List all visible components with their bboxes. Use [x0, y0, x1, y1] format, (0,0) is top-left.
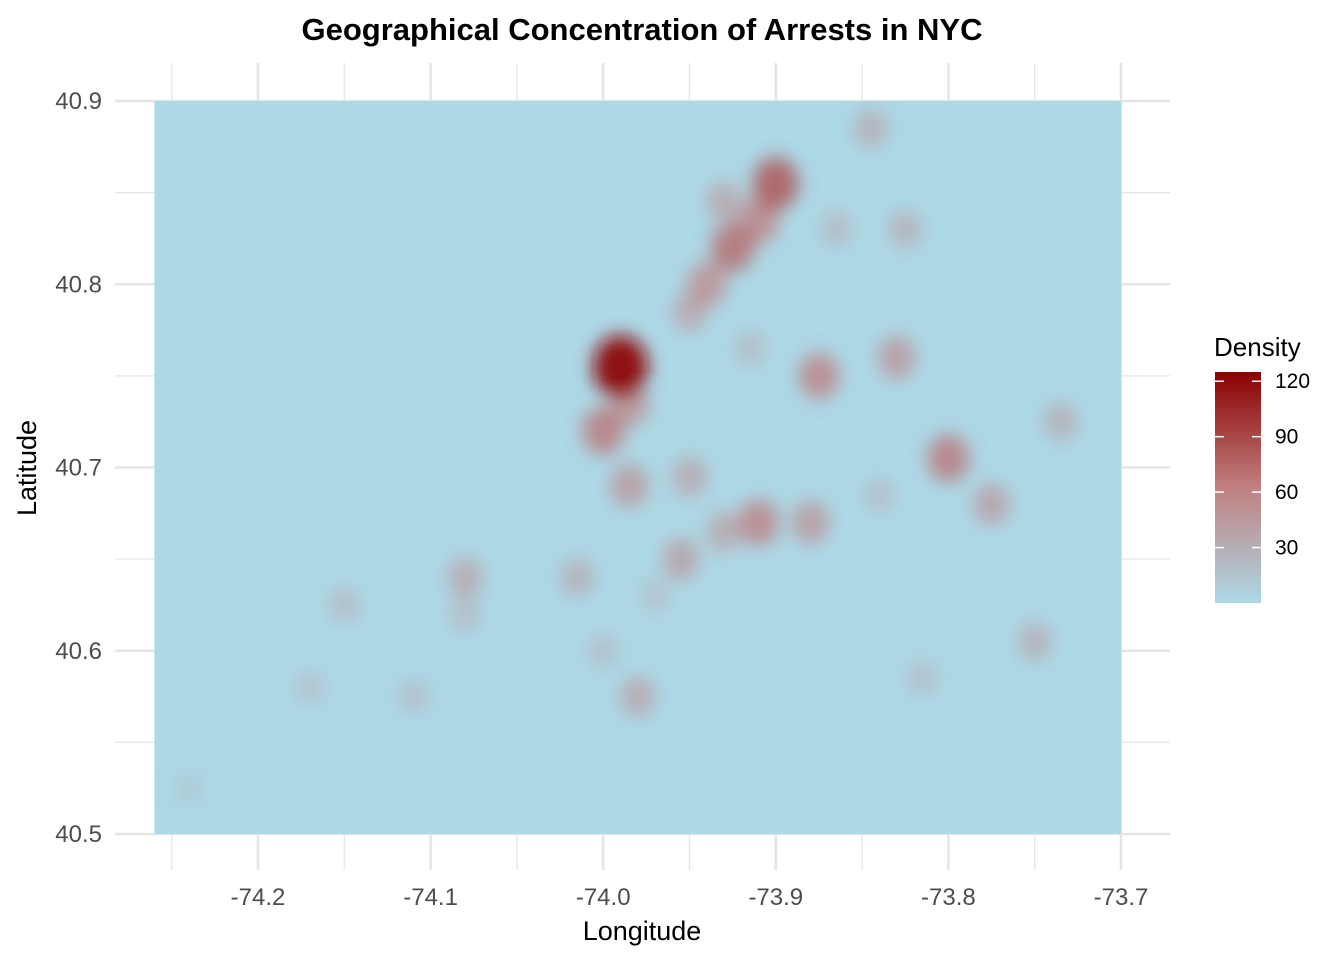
- y-tick-label: 40.5: [55, 821, 102, 848]
- density-hotspot: [1017, 621, 1052, 662]
- density-hotspot: [706, 181, 742, 223]
- legend: Density 30 60 90 120: [1214, 332, 1310, 603]
- density-hotspot: [294, 669, 325, 705]
- x-tick-label: -74.1: [403, 884, 458, 911]
- density-hotspot: [582, 406, 625, 455]
- density-hotspot: [738, 499, 779, 546]
- chart-title: Geographical Concentration of Arrests in…: [302, 12, 983, 47]
- legend-ticks: 30 60 90 120: [1215, 370, 1310, 560]
- density-hotspot: [711, 222, 755, 273]
- density-hotspot: [687, 261, 727, 307]
- density-hotspot: [593, 335, 648, 399]
- x-axis-title: Longitude: [583, 916, 702, 946]
- y-tick-label: 40.8: [55, 271, 102, 298]
- density-hotspot: [671, 456, 708, 498]
- y-tick-label: 40.9: [55, 88, 102, 115]
- density-hotspot: [927, 434, 970, 483]
- density-hotspot: [863, 477, 895, 513]
- density-hotspot: [706, 511, 742, 553]
- legend-colorbar: [1215, 372, 1261, 603]
- density-hotspot: [888, 209, 923, 249]
- density-layer: [154, 101, 1121, 834]
- x-tick-label: -74.2: [231, 884, 286, 911]
- x-tick-label: -73.8: [921, 884, 976, 911]
- density-hotspot: [877, 335, 916, 380]
- density-hotspot: [639, 578, 671, 614]
- density-hotspot: [610, 463, 649, 508]
- density-hotspot: [662, 537, 700, 581]
- x-tick-label: -73.7: [1094, 884, 1149, 911]
- x-tick-label: -74.0: [576, 884, 631, 911]
- legend-tick-label: 60: [1275, 481, 1298, 504]
- legend-tick-label: 90: [1275, 426, 1298, 449]
- density-hotspot: [447, 557, 483, 598]
- density-hotspot: [397, 678, 429, 715]
- density-hotspot: [798, 352, 840, 400]
- y-tick-label: 40.6: [55, 638, 102, 665]
- density-hotspot: [973, 482, 1010, 526]
- density-hotspot: [560, 557, 595, 598]
- legend-tick-label: 120: [1275, 370, 1310, 393]
- y-axis-title: Latitude: [12, 420, 42, 516]
- density-hotspot: [587, 632, 619, 669]
- axes: -74.2 -74.1 -74.0 -73.9 -73.8 -73.7 40.5 40.6 40…: [55, 88, 1148, 911]
- density-hotspot: [1043, 401, 1078, 442]
- x-tick-label: -73.9: [748, 884, 803, 911]
- density-hotspot: [752, 157, 799, 210]
- hotspot-group: [174, 108, 1078, 805]
- density-hotspot: [174, 771, 204, 805]
- density-hotspot: [906, 660, 939, 697]
- density-hotspot: [734, 330, 766, 367]
- legend-tick-label: 30: [1275, 537, 1298, 560]
- density-hotspot: [791, 500, 830, 545]
- density-hotspot: [328, 586, 361, 624]
- density-hotspot: [820, 210, 853, 248]
- legend-title: Density: [1214, 332, 1301, 362]
- density-hotspot: [619, 676, 656, 717]
- y-tick-label: 40.7: [55, 455, 102, 482]
- density-hotspot: [449, 595, 481, 633]
- density-hotspot: [853, 108, 888, 149]
